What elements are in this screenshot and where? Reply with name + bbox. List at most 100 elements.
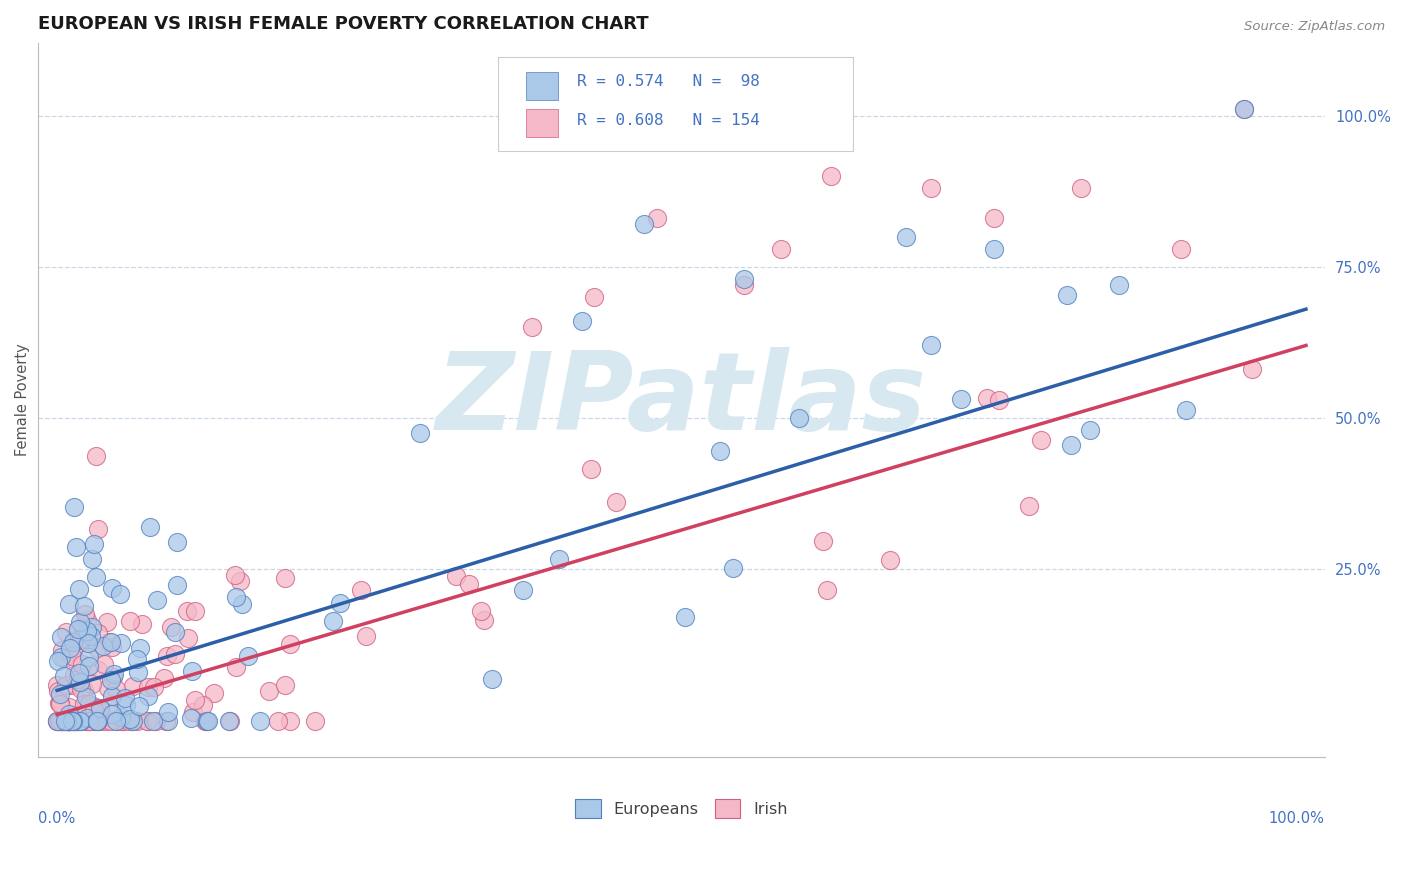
Point [236, 648, 259, 663]
Point [645, 211, 668, 226]
Point [160, 620, 183, 634]
Point [52, 714, 75, 728]
Point [73, 697, 96, 711]
Point [709, 443, 731, 458]
Point [304, 714, 326, 728]
Point [98, 701, 121, 715]
Point [131, 616, 153, 631]
Point [1059, 438, 1081, 452]
Point [58, 706, 80, 721]
Point [136, 714, 159, 728]
Point [51, 643, 73, 657]
Point [176, 604, 198, 618]
Point [62, 714, 84, 728]
Point [77, 632, 100, 646]
Point [82, 698, 104, 713]
Point [120, 614, 142, 628]
Point [46, 714, 69, 728]
Point [86, 714, 108, 728]
Point [53, 714, 76, 728]
Point [820, 169, 842, 183]
Point [56, 714, 79, 728]
Point [224, 568, 246, 582]
FancyBboxPatch shape [526, 71, 558, 100]
Point [139, 520, 162, 534]
Point [69, 632, 91, 647]
Point [444, 568, 467, 582]
Point [195, 714, 218, 728]
Point [80, 677, 103, 691]
Point [184, 604, 207, 618]
Point [100, 673, 122, 687]
Point [122, 679, 145, 693]
Point [356, 629, 378, 643]
Point [988, 392, 1011, 407]
Point [91, 639, 114, 653]
Point [105, 714, 128, 728]
Point [101, 581, 124, 595]
Point [58, 714, 80, 728]
Point [128, 699, 150, 714]
Point [110, 635, 132, 649]
Point [1175, 403, 1198, 417]
Point [60, 649, 83, 664]
Point [93, 657, 115, 672]
Point [197, 714, 219, 728]
Point [481, 672, 503, 686]
Point [273, 571, 295, 585]
Point [80, 629, 103, 643]
Point [65, 714, 87, 728]
Text: EUROPEAN VS IRISH FEMALE POVERTY CORRELATION CHART: EUROPEAN VS IRISH FEMALE POVERTY CORRELA… [38, 15, 650, 33]
Point [142, 714, 165, 728]
Point [98, 635, 121, 649]
Point [59, 714, 82, 728]
Point [55, 625, 77, 640]
Point [101, 689, 124, 703]
Point [76, 714, 98, 728]
Point [66, 673, 89, 687]
Point [231, 598, 253, 612]
Point [69, 674, 91, 689]
Point [571, 314, 593, 328]
Text: ZIPatlas: ZIPatlas [436, 347, 927, 453]
Point [184, 693, 207, 707]
Point [180, 664, 202, 678]
Point [673, 609, 696, 624]
Point [63, 668, 86, 682]
Point [77, 650, 100, 665]
Point [80, 619, 103, 633]
Point [733, 277, 755, 292]
Point [63, 714, 86, 728]
Point [59, 641, 82, 656]
Point [219, 714, 242, 728]
Point [104, 714, 127, 728]
Point [63, 500, 86, 515]
Point [202, 686, 225, 700]
Point [101, 670, 124, 684]
Point [59, 714, 82, 728]
Point [56, 714, 79, 728]
Point [121, 714, 143, 728]
Point [114, 691, 136, 706]
Point [129, 641, 152, 656]
Point [920, 181, 942, 195]
Point [633, 218, 655, 232]
Point [56, 714, 79, 728]
Point [58, 714, 80, 728]
Point [83, 714, 105, 728]
Point [165, 624, 187, 639]
Point [56, 714, 79, 728]
Point [58, 597, 80, 611]
Point [65, 632, 87, 647]
Point [69, 615, 91, 629]
Point [76, 624, 98, 638]
Point [733, 272, 755, 286]
Point [180, 710, 202, 724]
Point [195, 714, 218, 728]
Point [53, 714, 76, 728]
Point [193, 714, 215, 728]
Point [165, 647, 187, 661]
Point [77, 697, 100, 711]
Point [46, 714, 69, 728]
Point [1029, 434, 1052, 448]
